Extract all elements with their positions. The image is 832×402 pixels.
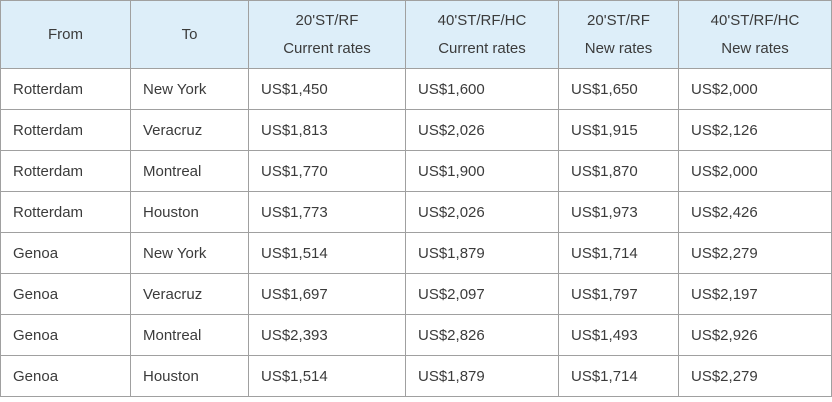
table-cell: US$1,493: [558, 314, 679, 356]
table-cell: US$1,450: [248, 68, 406, 110]
header-sublabel: Current rates: [283, 40, 371, 57]
table-cell: US$2,926: [678, 314, 832, 356]
table-cell: US$2,279: [678, 232, 832, 274]
table-cell: Genoa: [0, 232, 131, 274]
table-cell: US$1,870: [558, 150, 679, 192]
table-cell: US$2,279: [678, 355, 832, 397]
header-cell-20st-new: 20'ST/RF New rates: [558, 0, 679, 69]
table-cell: Rotterdam: [0, 109, 131, 151]
header-cell-20st-current: 20'ST/RF Current rates: [248, 0, 406, 69]
table-cell: US$1,714: [558, 355, 679, 397]
table-cell: US$1,697: [248, 273, 406, 315]
table-cell: US$2,000: [678, 150, 832, 192]
table-cell: US$1,514: [248, 232, 406, 274]
table-cell: New York: [130, 232, 249, 274]
header-cell-40st-current: 40'ST/RF/HC Current rates: [405, 0, 559, 69]
table-cell: US$1,650: [558, 68, 679, 110]
table-row: Genoa Montreal US$2,393 US$2,826 US$1,493 US$…: [0, 314, 832, 356]
table-row: Genoa Houston US$1,514 US$1,879 US$1,714 US$2…: [0, 355, 832, 397]
header-label: To: [181, 26, 198, 43]
header-sublabel: Current rates: [438, 40, 526, 57]
table-cell: US$1,813: [248, 109, 406, 151]
header-label: 40'ST/RF/HC: [437, 12, 527, 29]
table-cell: US$1,900: [405, 150, 559, 192]
table-cell: US$2,126: [678, 109, 832, 151]
table-cell: US$2,197: [678, 273, 832, 315]
table-row: Genoa Veracruz US$1,697 US$2,097 US$1,797 US$…: [0, 273, 832, 315]
table-cell: Rotterdam: [0, 68, 131, 110]
table-cell: Rotterdam: [0, 150, 131, 192]
table-cell: US$1,915: [558, 109, 679, 151]
table-cell: US$1,797: [558, 273, 679, 315]
table-cell: Rotterdam: [0, 191, 131, 233]
table-cell: Houston: [130, 355, 249, 397]
table-cell: Genoa: [0, 355, 131, 397]
table-cell: Montreal: [130, 314, 249, 356]
table-cell: US$1,879: [405, 232, 559, 274]
table-row: Rotterdam New York US$1,450 US$1,600 US$1,65…: [0, 68, 832, 110]
header-cell-40st-new: 40'ST/RF/HC New rates: [678, 0, 832, 69]
table-cell: US$2,000: [678, 68, 832, 110]
table-cell: Veracruz: [130, 273, 249, 315]
table-cell: New York: [130, 68, 249, 110]
table-cell: Genoa: [0, 314, 131, 356]
table-cell: US$2,026: [405, 191, 559, 233]
header-label: 20'ST/RF: [295, 12, 359, 29]
table-row: Rotterdam Veracruz US$1,813 US$2,026 US$1,91…: [0, 109, 832, 151]
header-cell-from: From: [0, 0, 131, 69]
table-cell: US$2,026: [405, 109, 559, 151]
header-row: From To 20'ST/RF Current rates: [0, 0, 832, 69]
table-cell: Genoa: [0, 273, 131, 315]
header-label: From: [48, 26, 83, 43]
table-cell: US$1,879: [405, 355, 559, 397]
table-cell: US$1,773: [248, 191, 406, 233]
header-label: 20'ST/RF: [587, 12, 650, 29]
header-sublabel: New rates: [721, 40, 789, 57]
table-row: Rotterdam Montreal US$1,770 US$1,900 US$1,87…: [0, 150, 832, 192]
table-row: Rotterdam Houston US$1,773 US$2,026 US$1,973…: [0, 191, 832, 233]
rates-table-body: Rotterdam New York US$1,450 US$1,600 US$1,65…: [0, 68, 832, 397]
table-cell: US$1,714: [558, 232, 679, 274]
header-sublabel: New rates: [584, 40, 653, 57]
table-cell: US$2,393: [248, 314, 406, 356]
table-cell: US$2,826: [405, 314, 559, 356]
table-row: Genoa New York US$1,514 US$1,879 US$1,714 US$…: [0, 232, 832, 274]
table-cell: US$2,097: [405, 273, 559, 315]
header-label: 40'ST/RF/HC: [710, 12, 800, 29]
table-cell: US$2,426: [678, 191, 832, 233]
table-cell: US$1,973: [558, 191, 679, 233]
table-cell: US$1,514: [248, 355, 406, 397]
table-cell: US$1,600: [405, 68, 559, 110]
table-cell: Veracruz: [130, 109, 249, 151]
header-cell-to: To: [130, 0, 249, 69]
table-cell: US$1,770: [248, 150, 406, 192]
table-cell: Houston: [130, 191, 249, 233]
table-cell: Montreal: [130, 150, 249, 192]
